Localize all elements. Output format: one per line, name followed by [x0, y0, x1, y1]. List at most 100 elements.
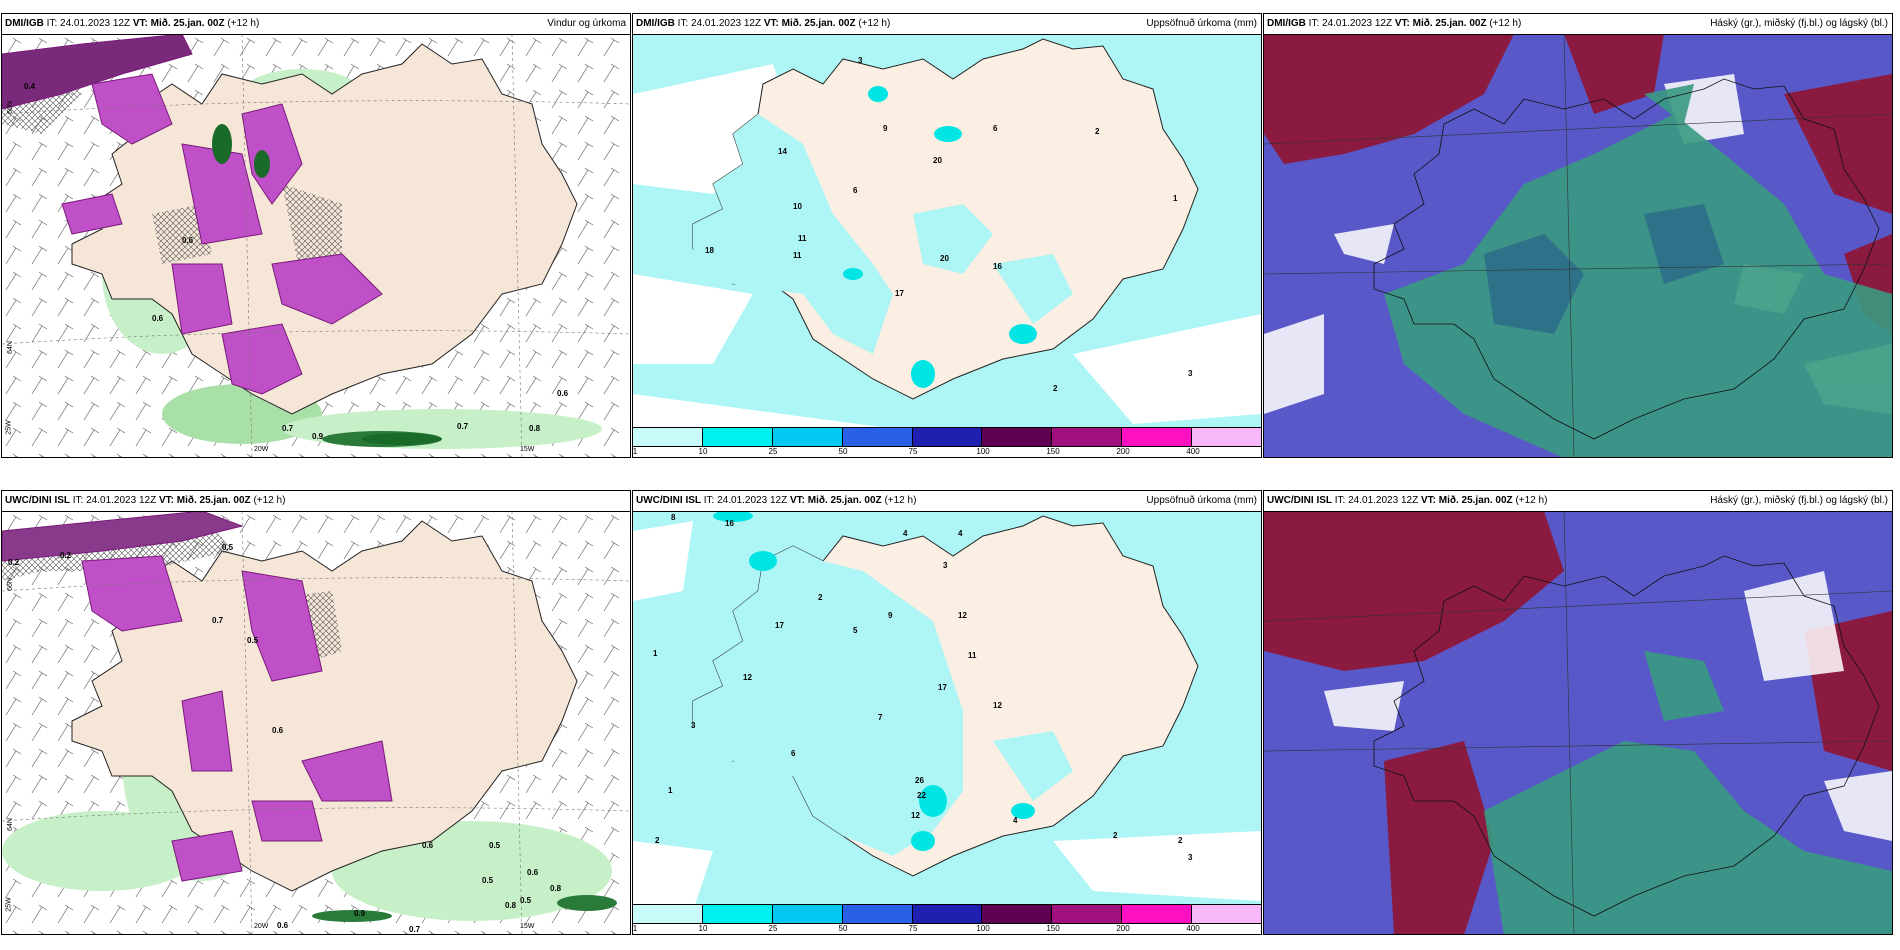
legend-tick: 25 — [768, 447, 778, 456]
precip-value: 2 — [1178, 836, 1183, 845]
heavy-green-cores — [212, 124, 442, 445]
lead-time: (+12 h) — [884, 495, 917, 506]
vt-label: VT: — [763, 18, 779, 29]
precip-value: 1 — [1173, 194, 1178, 203]
panel-uwc-cloud: UWC/DINI ISL IT: 24.01.2023 12Z VT: Mið.… — [1263, 490, 1893, 935]
panel-header: DMI/IGB IT: 24.01.2023 12Z VT: Mið. 25.j… — [1264, 14, 1892, 35]
lead-time: (+12 h) — [858, 18, 891, 29]
precip-value: 2 — [655, 836, 660, 845]
panel-header: UWC/DINI ISL IT: 24.01.2023 12Z VT: Mið.… — [1264, 491, 1892, 512]
wind-value: 0.2 — [60, 551, 72, 560]
legend-tick: 75 — [908, 447, 918, 456]
wind-value: 0.5 — [489, 841, 501, 850]
valid-time: Mið. 25.jan. 00Z — [150, 18, 225, 29]
wind-value: 0.6 — [557, 389, 569, 398]
cloud-map[interactable] — [1264, 34, 1892, 458]
legend-tick: 1 — [632, 924, 638, 933]
precip-value: 6 — [791, 749, 796, 758]
wind-value: 0.6 — [422, 841, 434, 850]
lead-time: (+12 h) — [253, 495, 286, 506]
legend-tick: 10 — [698, 924, 708, 933]
clear-areas — [1324, 571, 1892, 841]
panel-header: DMI/IGB IT: 24.01.2023 12Z VT: Mið. 25.j… — [633, 14, 1261, 35]
precip-value: 5 — [853, 626, 858, 635]
precip-value: 4 — [1013, 816, 1018, 825]
precip-value: 11 — [793, 251, 802, 260]
vt-label: VT: — [1394, 18, 1410, 29]
wind-value: 0.5 — [482, 876, 494, 885]
no-precip-areas — [633, 521, 1261, 911]
it-label: IT: — [1334, 495, 1346, 506]
precip-value: 8 — [671, 513, 676, 522]
it-label: IT: — [72, 495, 84, 506]
wind-map[interactable] — [2, 34, 630, 458]
init-time: 24.01.2023 12Z — [691, 18, 762, 29]
cloud-map[interactable] — [1264, 511, 1892, 935]
wind-value: 0.7 — [282, 424, 294, 433]
legend-swatch — [842, 428, 913, 446]
precip-value: 1 — [668, 786, 673, 795]
lat-label: 66N — [6, 578, 14, 591]
precip-value: 20 — [933, 156, 942, 165]
legend-tick: 400 — [1186, 447, 1200, 456]
precip-value: 2 — [1095, 127, 1100, 136]
wind-value: 0.6 — [527, 868, 539, 877]
precip-value: 12 — [743, 673, 752, 682]
grid-lines — [2, 511, 630, 934]
wind-map[interactable] — [2, 511, 630, 935]
wind-value: 0.6 — [277, 921, 289, 930]
lat-label: 66N — [6, 101, 14, 114]
lon-label: 15W — [520, 923, 535, 930]
wind-value: 0.8 — [550, 884, 562, 893]
iceland-outline — [1373, 78, 1880, 440]
wind-value: 0.8 — [529, 424, 541, 433]
precip-map[interactable] — [633, 511, 1261, 935]
vt-label: VT: — [158, 495, 174, 506]
panel-uwc-precip: UWC/DINI ISL IT: 24.01.2023 12Z VT: Mið.… — [632, 490, 1262, 935]
lead-time: (+12 h) — [1515, 495, 1548, 506]
lon-label: 15W — [520, 446, 535, 453]
low-cloud-areas — [1384, 84, 1892, 457]
low-cloud-areas — [1484, 651, 1892, 934]
it-label: IT: — [1308, 18, 1320, 29]
precip-value: 11 — [798, 234, 807, 243]
lat-label: 64N — [6, 341, 14, 354]
precip-value: 17 — [895, 289, 904, 298]
lead-time: (+12 h) — [1489, 18, 1522, 29]
legend-swatch — [1122, 905, 1193, 923]
legend-swatch — [1192, 905, 1261, 923]
wind-value: 0.9 — [354, 909, 366, 918]
precip-value: 3 — [858, 56, 863, 65]
vt-label: VT: — [789, 495, 805, 506]
init-time: 24.01.2023 12Z — [1322, 18, 1393, 29]
precip-value: 17 — [938, 683, 947, 692]
legend-swatch — [702, 428, 773, 446]
legend-tick: 10 — [698, 447, 708, 456]
legend-swatch — [633, 428, 703, 446]
vt-label: VT: — [1420, 495, 1436, 506]
model-name: DMI/IGB — [636, 18, 675, 29]
panel-title: Uppsöfnuð úrkoma (mm) — [1146, 18, 1257, 29]
precip-value: 3 — [1188, 369, 1193, 378]
legend-tick: 100 — [976, 924, 990, 933]
snowfall-magenta-areas — [2, 511, 393, 882]
legend-tick: 25 — [768, 924, 778, 933]
precip-map[interactable] — [633, 34, 1261, 458]
legend-tick: 150 — [1046, 447, 1060, 456]
panel-title: Uppsöfnuð úrkoma (mm) — [1146, 495, 1257, 506]
model-name: UWC/DINI ISL — [1267, 495, 1332, 506]
precip-value: 12 — [993, 701, 1002, 710]
panel-dmi-wind: DMI/IGB IT: 24.01.2023 12Z VT: Mið. 25.j… — [1, 13, 631, 458]
precip-value: 3 — [943, 561, 948, 570]
legend-swatch — [772, 905, 843, 923]
precip-value: 9 — [888, 611, 893, 620]
legend-swatch — [702, 905, 773, 923]
legend-swatch — [1122, 428, 1193, 446]
wind-value: 0.2 — [8, 558, 20, 567]
valid-time: Mið. 25.jan. 00Z — [807, 495, 882, 506]
precip-value: 26 — [915, 776, 924, 785]
precip-over-land — [693, 114, 1073, 354]
precip-value: 2 — [818, 593, 823, 602]
precip-value: 9 — [883, 124, 888, 133]
wind-value: 0.7 — [457, 422, 469, 431]
